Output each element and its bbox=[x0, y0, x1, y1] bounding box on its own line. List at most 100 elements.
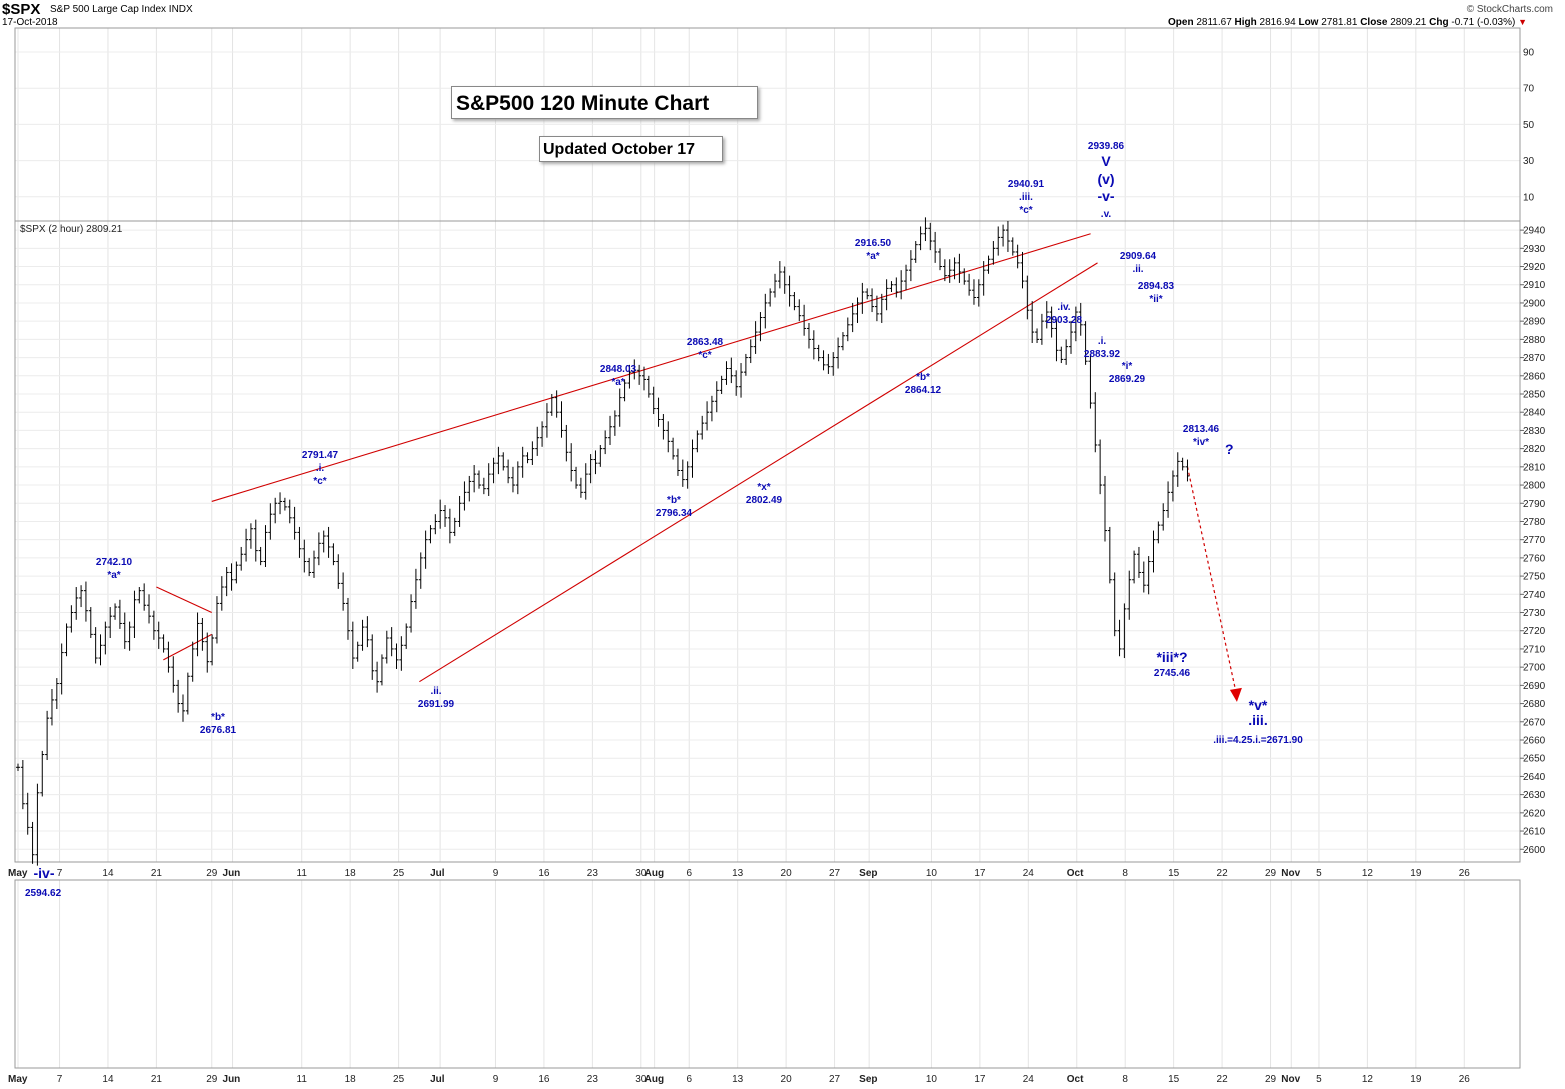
price-bar bbox=[588, 454, 593, 484]
price-bar bbox=[1170, 470, 1175, 502]
price-bar bbox=[549, 393, 554, 416]
x-tick-label: May bbox=[8, 868, 28, 879]
price-label: 2813.46 bbox=[1183, 424, 1220, 435]
price-bar bbox=[151, 610, 156, 640]
y-tick-label: 2690 bbox=[1523, 681, 1546, 692]
price-bar bbox=[1035, 328, 1040, 344]
price-bar bbox=[496, 446, 501, 475]
price-bar bbox=[913, 241, 918, 263]
price-label: 2796.34 bbox=[656, 508, 693, 519]
price-bar bbox=[768, 288, 773, 307]
price-bar bbox=[860, 282, 865, 314]
price-bar bbox=[171, 656, 176, 693]
price-bar bbox=[1122, 603, 1127, 659]
price-bar bbox=[462, 481, 467, 511]
price-bar bbox=[933, 231, 938, 263]
price-bar bbox=[501, 452, 506, 471]
price-bar bbox=[1088, 353, 1093, 409]
price-bar bbox=[307, 557, 312, 577]
price-bar bbox=[608, 415, 613, 445]
x-tick-label-bottom: 9 bbox=[493, 1074, 499, 1085]
chart-header: $SPX S&P 500 Large Cap Index INDX 17-Oct… bbox=[0, 0, 1565, 28]
price-bar bbox=[821, 350, 826, 371]
price-bar bbox=[870, 288, 875, 313]
price-bar bbox=[282, 497, 287, 511]
price-bar bbox=[428, 525, 433, 544]
price-bar bbox=[627, 364, 632, 389]
price-bar bbox=[108, 607, 113, 639]
x-tick-label: 17 bbox=[974, 868, 986, 879]
price-bar bbox=[583, 463, 588, 500]
price-bar bbox=[413, 568, 418, 609]
price-bar bbox=[1175, 452, 1180, 487]
brand-label[interactable]: © StockCharts.com bbox=[1466, 4, 1553, 15]
price-label: 2676.81 bbox=[200, 725, 237, 736]
price-bar bbox=[884, 279, 889, 311]
price-label: 2916.50 bbox=[855, 238, 892, 249]
x-tick-label-bottom: 16 bbox=[538, 1074, 550, 1085]
price-label: 2863.48 bbox=[687, 337, 724, 348]
price-bar bbox=[598, 444, 603, 467]
price-bar bbox=[365, 616, 370, 648]
x-tick-label: 25 bbox=[393, 868, 405, 879]
price-bar bbox=[787, 275, 792, 307]
y-tick-label: 2670 bbox=[1523, 717, 1546, 728]
open-label: Open bbox=[1168, 17, 1194, 28]
price-bar bbox=[113, 603, 118, 620]
price-bar bbox=[234, 561, 239, 584]
low-value: 2781.81 bbox=[1321, 17, 1358, 28]
price-bar bbox=[675, 448, 680, 476]
price-bar bbox=[603, 430, 608, 455]
price-bar bbox=[1102, 475, 1107, 542]
price-bar bbox=[268, 503, 273, 540]
x-tick-label: 14 bbox=[102, 868, 114, 879]
price-bar bbox=[1064, 339, 1069, 365]
x-tick-label: 8 bbox=[1122, 868, 1128, 879]
y-tick-label: 2600 bbox=[1523, 845, 1546, 856]
symbol-description: S&P 500 Large Cap Index INDX bbox=[50, 4, 193, 15]
price-bar bbox=[637, 364, 642, 385]
price-bar bbox=[326, 526, 331, 558]
x-tick-label: Sep bbox=[859, 868, 877, 879]
price-bar bbox=[1156, 521, 1161, 544]
price-label: 2869.29 bbox=[1109, 374, 1146, 385]
price-bar bbox=[564, 424, 569, 462]
price-bar bbox=[743, 353, 748, 376]
price-bar bbox=[1059, 346, 1064, 364]
price-bar bbox=[190, 641, 195, 682]
price-bar bbox=[341, 572, 346, 611]
chart-subtitle: Updated October 17 bbox=[539, 136, 723, 162]
x-tick-label: 18 bbox=[345, 868, 357, 879]
price-bar bbox=[996, 226, 1001, 256]
price-bar bbox=[554, 390, 559, 418]
price-bar bbox=[331, 543, 336, 566]
price-bar bbox=[40, 750, 45, 797]
y-tick-label: 2660 bbox=[1523, 735, 1546, 746]
price-bar bbox=[1020, 251, 1025, 289]
price-bar bbox=[98, 634, 103, 666]
chart-title: S&P500 120 Minute Chart bbox=[451, 86, 758, 119]
price-bar bbox=[559, 401, 564, 438]
price-bar bbox=[244, 528, 249, 562]
trendline-lower bbox=[419, 262, 1098, 683]
price-bar bbox=[443, 505, 448, 527]
price-bar bbox=[278, 492, 283, 515]
x-tick-label: 29 bbox=[206, 868, 218, 879]
x-tick-label-bottom: Sep bbox=[859, 1074, 877, 1085]
price-bar bbox=[1146, 556, 1151, 595]
price-bar bbox=[195, 612, 200, 657]
price-bar bbox=[297, 526, 302, 558]
price-bar bbox=[1049, 306, 1054, 338]
wave-label: -v- bbox=[1097, 188, 1114, 204]
price-bar bbox=[292, 506, 297, 540]
wave-label: *i* bbox=[1122, 361, 1133, 372]
price-label: 2742.10 bbox=[96, 557, 133, 568]
price-bar bbox=[1078, 302, 1083, 336]
price-bar bbox=[695, 430, 700, 453]
wave-label: -iv- bbox=[34, 865, 55, 881]
price-bar bbox=[103, 621, 108, 655]
price-bar bbox=[399, 636, 404, 671]
x-tick-label: 26 bbox=[1459, 868, 1471, 879]
x-tick-label: Nov bbox=[1281, 868, 1300, 879]
price-bar bbox=[879, 293, 884, 323]
